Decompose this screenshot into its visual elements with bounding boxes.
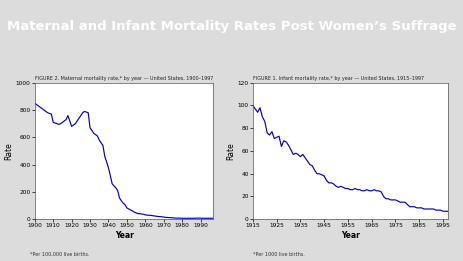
Text: *Per 1000 live births.: *Per 1000 live births. <box>252 252 304 257</box>
Text: FIGURE 2. Maternal mortality rate,* by year — United States, 1900–1997: FIGURE 2. Maternal mortality rate,* by y… <box>35 76 213 81</box>
Text: FIGURE 1. Infant mortality rate,* by year — United States, 1915–1997: FIGURE 1. Infant mortality rate,* by yea… <box>252 76 423 81</box>
Y-axis label: Rate: Rate <box>4 142 13 160</box>
X-axis label: Year: Year <box>114 231 133 240</box>
Y-axis label: Rate: Rate <box>225 142 234 160</box>
X-axis label: Year: Year <box>340 231 359 240</box>
Text: Maternal and Infant Mortality Rates Post Women’s Suffrage: Maternal and Infant Mortality Rates Post… <box>7 20 456 33</box>
Text: *Per 100,000 live births.: *Per 100,000 live births. <box>30 252 89 257</box>
